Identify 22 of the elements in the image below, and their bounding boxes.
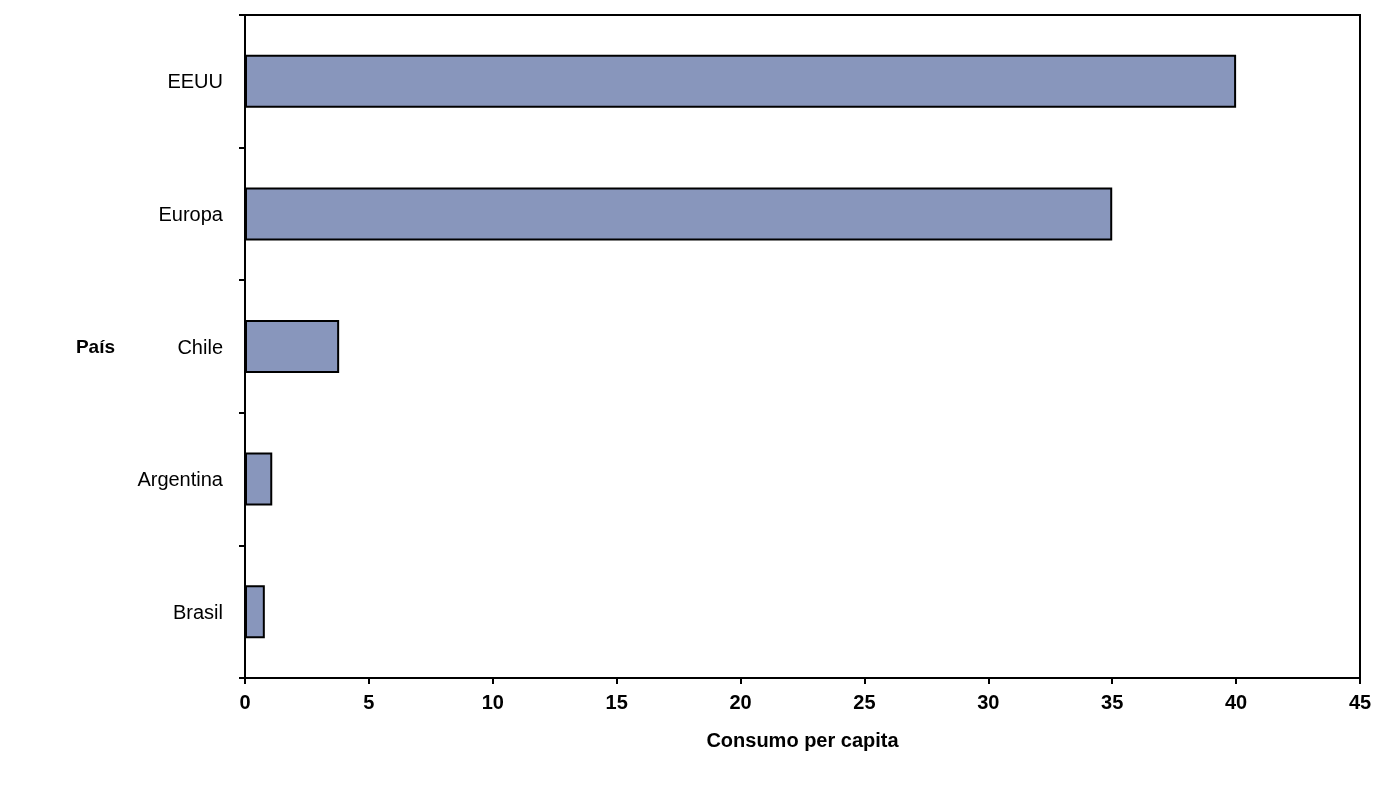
y-tick-label: EEUU <box>167 70 223 93</box>
bar <box>245 54 1237 108</box>
y-axis-title: País <box>75 336 115 357</box>
x-tick-label: 20 <box>729 691 752 713</box>
x-tick-label: 10 <box>481 691 504 713</box>
x-tick-label: 35 <box>1101 691 1124 713</box>
y-tick-label: Europa <box>158 202 224 225</box>
x-tick-label: 0 <box>239 691 251 713</box>
y-tick-label: Argentina <box>137 468 224 491</box>
x-tick-label: 5 <box>363 691 375 713</box>
x-tick-label: 30 <box>977 691 1000 713</box>
bar <box>245 452 273 506</box>
y-tick-label: Chile <box>177 335 223 358</box>
bar <box>245 585 265 639</box>
y-tick-label: Brasil <box>172 600 223 623</box>
x-axis-title: Consumo per capita <box>706 729 900 751</box>
x-tick-label: 45 <box>1348 691 1372 713</box>
x-tick-label: 25 <box>853 691 876 713</box>
bar <box>245 187 1113 241</box>
x-tick-label: 40 <box>1224 691 1248 713</box>
x-tick-label: 15 <box>605 691 628 713</box>
bar <box>245 319 340 374</box>
